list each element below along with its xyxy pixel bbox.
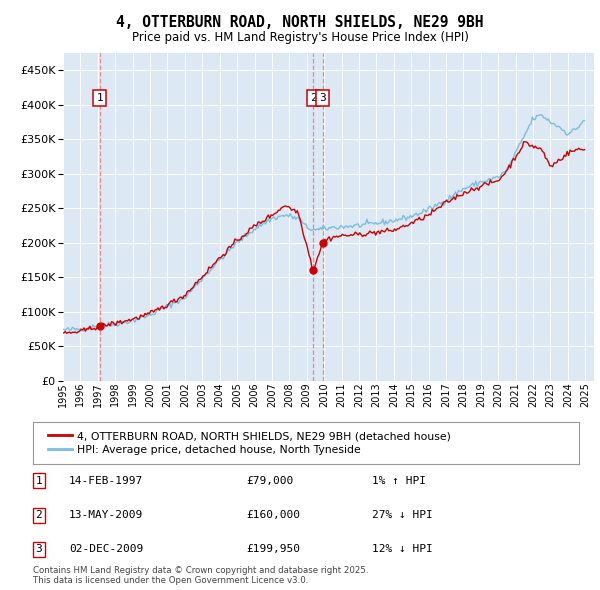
Point [308,266,318,275]
Text: 1: 1 [35,476,43,486]
Text: 13-MAY-2009: 13-MAY-2009 [69,510,143,520]
Point [318,238,328,247]
Text: £199,950: £199,950 [246,545,300,554]
Text: £79,000: £79,000 [246,476,293,486]
Text: 3: 3 [319,93,326,103]
Text: 1% ↑ HPI: 1% ↑ HPI [372,476,426,486]
Text: Contains HM Land Registry data © Crown copyright and database right 2025.
This d: Contains HM Land Registry data © Crown c… [33,566,368,585]
Text: Price paid vs. HM Land Registry's House Price Index (HPI): Price paid vs. HM Land Registry's House … [131,31,469,44]
Text: 2: 2 [35,510,43,520]
Text: 2: 2 [310,93,317,103]
Text: 14-FEB-1997: 14-FEB-1997 [69,476,143,486]
Text: 3: 3 [35,545,43,554]
Text: £160,000: £160,000 [246,510,300,520]
Text: 27% ↓ HPI: 27% ↓ HPI [372,510,433,520]
Point [95,322,105,331]
Legend: 4, OTTERBURN ROAD, NORTH SHIELDS, NE29 9BH (detached house), HPI: Average price,: 4, OTTERBURN ROAD, NORTH SHIELDS, NE29 9… [44,427,455,460]
Text: 12% ↓ HPI: 12% ↓ HPI [372,545,433,554]
Text: 1: 1 [97,93,103,103]
Text: 4, OTTERBURN ROAD, NORTH SHIELDS, NE29 9BH: 4, OTTERBURN ROAD, NORTH SHIELDS, NE29 9… [116,15,484,30]
Text: 02-DEC-2009: 02-DEC-2009 [69,545,143,554]
